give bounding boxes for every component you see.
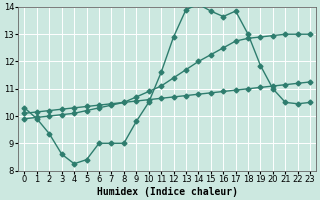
X-axis label: Humidex (Indice chaleur): Humidex (Indice chaleur): [97, 186, 238, 197]
